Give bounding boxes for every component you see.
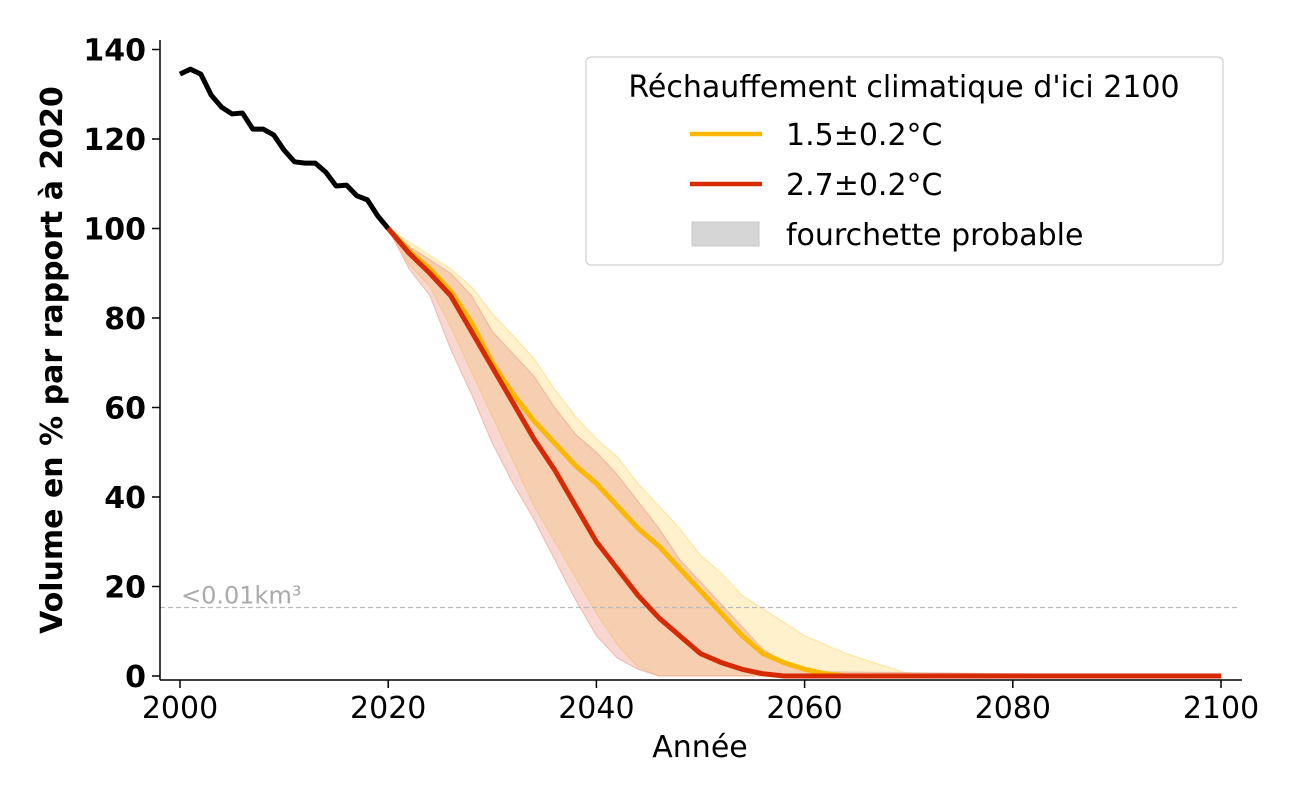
y-axis-title: Volume en % par rapport à 2020 [35,86,70,634]
series-lines [178,66,1221,679]
y-tick-label: 20 [104,571,146,606]
y-tick-label: 100 [83,213,146,248]
legend-label-1-5c: 1.5±0.2°C [786,118,943,153]
x-tick-label: 2080 [975,691,1051,726]
threshold-label: <0.01km³ [181,582,301,610]
y-tick-label: 0 [125,660,146,695]
legend-label-2-7c: 2.7±0.2°C [786,168,943,203]
x-tick-label: 2020 [350,691,426,726]
x-ticks: 2000 2020 2040 2060 2080 2100 [142,680,1259,726]
x-tick-label: 2000 [142,691,218,726]
y-tick-label: 80 [104,302,146,337]
legend-swatch-range [691,221,760,247]
uncertainty-bands [387,228,1222,677]
band-2-7c [387,228,1222,677]
y-tick-label: 40 [104,481,146,516]
line-2-7c [386,226,1221,679]
legend: Réchauffement climatique d'ici 2100 1.5±… [585,56,1224,266]
x-tick-label: 2040 [558,691,634,726]
y-tick-label: 140 [83,34,146,69]
y-tick-label: 120 [83,123,146,158]
y-tick-label: 60 [104,392,146,427]
legend-label-range: fourchette probable [786,218,1083,253]
y-ticks: 0 20 40 60 80 100 120 140 [83,34,160,695]
x-tick-label: 2100 [1183,691,1259,726]
x-tick-label: 2060 [766,691,842,726]
legend-title: Réchauffement climatique d'ici 2100 [628,70,1179,105]
band-1-5c [387,228,1221,677]
x-axis-title: Année [652,730,747,765]
legend-frame [585,56,1224,266]
line-historical [178,66,391,231]
